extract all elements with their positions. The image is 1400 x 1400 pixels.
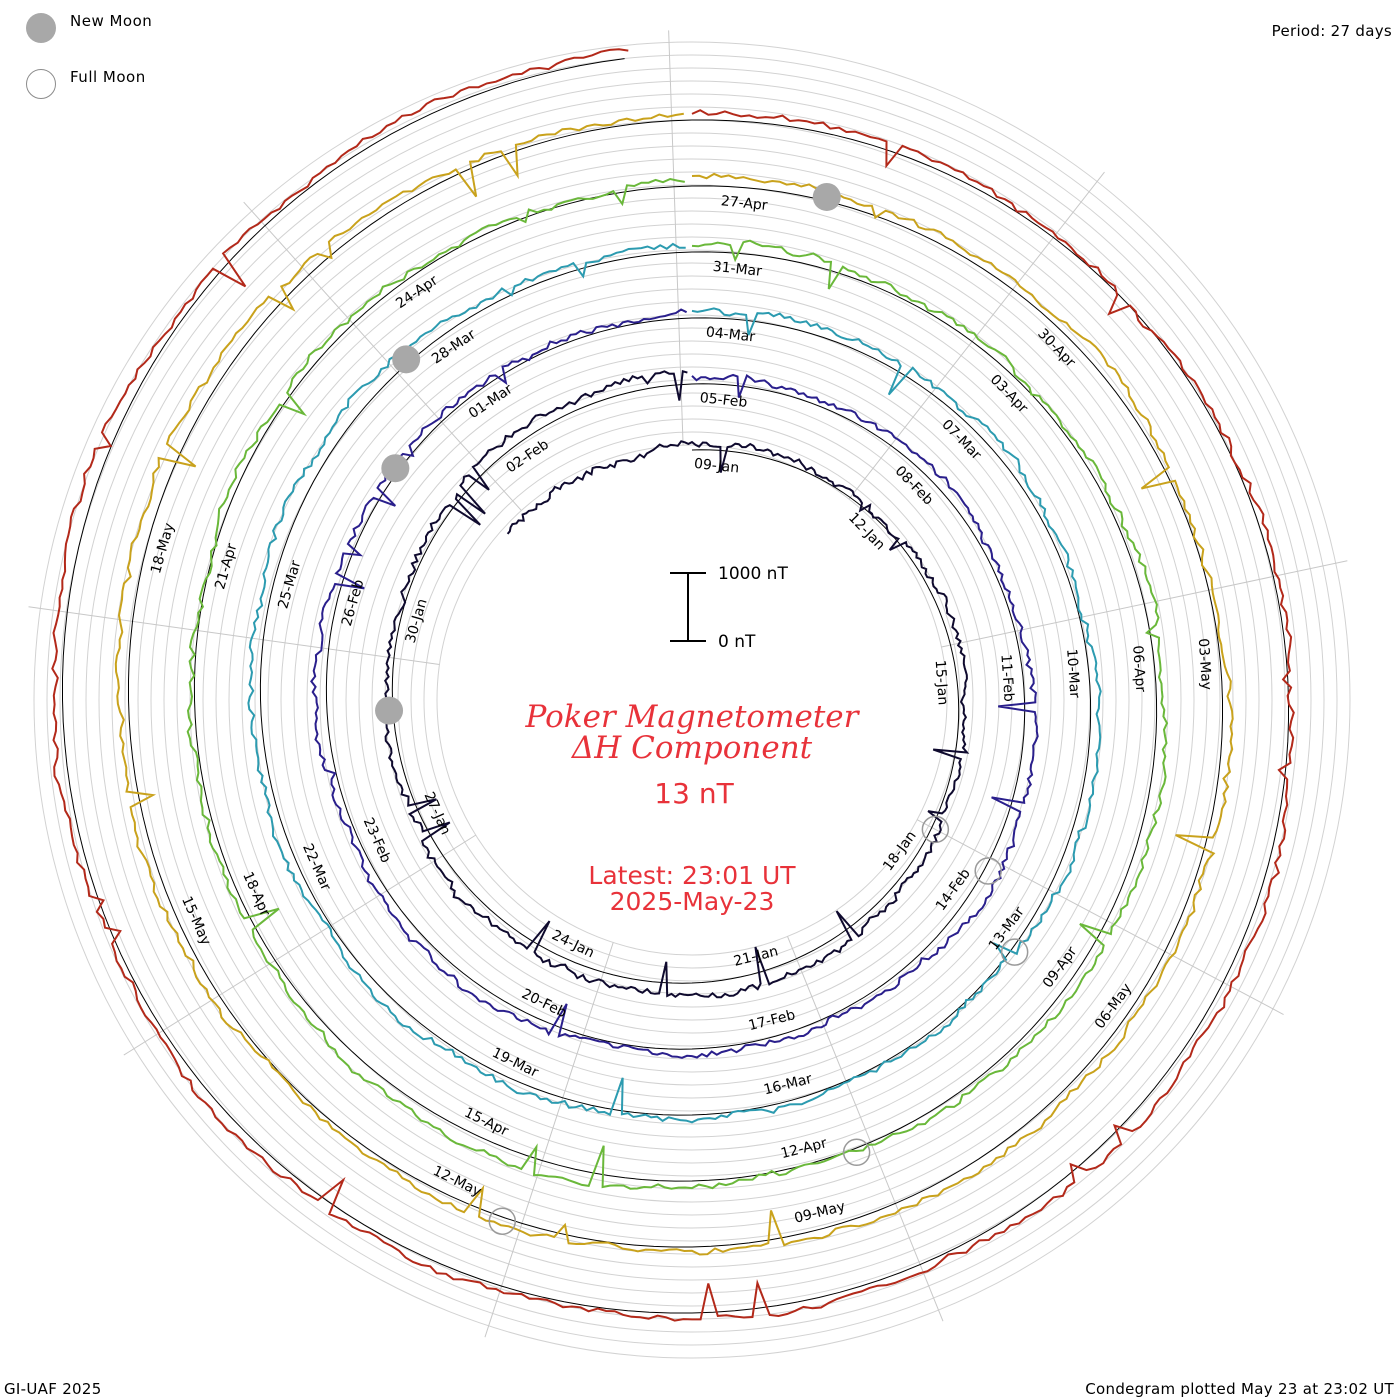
full-moon-marker [974,857,1002,885]
data-traces [51,48,1295,1322]
grid-ring [254,262,1130,1138]
legend-full-moon-label: Full Moon [70,68,146,86]
polar-grid [28,30,1351,1359]
date-tick-label: 12-May [430,1163,484,1200]
footer-credit: GI-UAF 2025 [4,1380,102,1398]
date-tick-label: 21-Apr [212,542,240,592]
grid-ring [371,379,1013,1021]
grid-ring [163,171,1221,1229]
new-moon-marker [812,182,841,211]
date-tick-label: 10-Mar [1063,648,1082,699]
grid-ring [137,145,1247,1255]
grid-ring [59,67,1325,1333]
grid-ring [33,41,1351,1359]
date-tick-label: 11-Feb [997,654,1016,703]
full-moon-marker [921,815,950,844]
chart-title-line-2: ΔH Component [571,730,813,766]
series-trace-6 [51,48,1295,1322]
baseline-spiral [62,58,1289,1314]
grid-ring [306,314,1078,1086]
date-tick-label: 25-Mar [275,559,304,611]
date-tick-label: 12-Jan [845,510,888,554]
scale-bar: 1000 nT 0 nT [670,564,788,652]
moon-markers [375,182,1029,1235]
date-tick-label: 18-May [148,521,178,575]
legend-new-moon-label: New Moon [70,12,153,30]
grid-ring [228,236,1156,1164]
full-moon-marker [842,1138,871,1167]
full-moon-icon [26,69,56,99]
period-label: Period: 27 days [1271,22,1392,40]
grid-spoke [484,942,614,1338]
grid-ring [124,132,1260,1268]
grid-ring [332,340,1052,1060]
grid-ring [241,249,1143,1151]
date-tick-label: 24-Apr [393,272,441,312]
latest-date: 2025-May-23 [610,887,775,916]
legend-new-moon: New Moon [26,12,153,43]
grid-ring [319,327,1065,1073]
date-tick-label: 05-Feb [699,390,748,411]
series-trace-4 [186,177,1169,1190]
date-tick-label: 24-Jan [549,927,597,961]
current-value: 13 nT [654,777,734,810]
date-tick-label: 27-Apr [720,193,768,214]
date-tick-label: 02-Feb [503,436,552,476]
date-tick-label: 31-Mar [712,259,763,280]
grid-ring [423,431,961,969]
grid-spoke [28,606,440,666]
date-tick-label: 15-Jan [932,659,951,705]
scale-bar-top-label: 1000 nT [718,564,788,584]
new-moon-icon [26,13,56,43]
date-tick-label: 06-May [1092,981,1135,1032]
date-tick-label: 07-Mar [938,417,984,464]
grid-ring [436,444,948,956]
grid-ring [410,418,974,982]
grid-spoke [668,30,684,446]
series-trace-5 [114,112,1234,1256]
grid-ring [85,93,1299,1307]
grid-ring [189,197,1195,1203]
series-trace-1 [383,370,970,999]
latest-time: Latest: 23:01 UT [588,861,796,890]
date-tick-label: 28-Mar [429,326,479,367]
grid-spoke [916,819,1284,1015]
grid-spoke [787,936,944,1322]
full-moon-marker [1000,938,1029,966]
legend-full-moon: Full Moon [26,68,146,99]
series-trace-3 [247,242,1102,1124]
series-trace-2 [310,308,1039,1059]
grid-ring [345,353,1039,1047]
new-moon-marker [392,345,421,374]
grid-ring [215,223,1169,1177]
new-moon-marker [375,696,404,725]
date-tick-label: 23-Feb [360,815,394,865]
date-tick-label: 18-Apr [239,869,273,918]
footer-plot-time: Condegram plotted May 23 at 23:02 UT [1085,1380,1394,1398]
grid-spoke [243,201,522,511]
date-tick-label: 20-Feb [519,986,569,1021]
date-tick-label: 03-May [1195,638,1215,691]
date-tick-label: 22-Mar [299,841,334,893]
date-tick-label: 09-Jan [693,456,740,477]
grid-ring [46,54,1338,1346]
date-tick-label: 21-Jan [732,943,780,969]
grid-ring [150,158,1234,1242]
date-tick-label: 04-Mar [705,324,756,345]
reference-circles [62,58,1289,1314]
grid-ring [280,288,1104,1112]
new-moon-marker [381,454,410,483]
chart-title-line-1: Poker Magnetometer [525,699,861,735]
scale-bar-bottom-label: 0 nT [718,632,756,652]
full-moon-marker [488,1207,517,1235]
grid-spoke [123,834,477,1056]
grid-ring [98,106,1286,1294]
date-tick-label: 30-Jan [403,597,431,645]
date-tick-label: 06-Apr [1129,645,1148,693]
grid-ring [267,275,1117,1125]
grid-ring [176,184,1208,1216]
date-tick-label: 17-Feb [747,1007,797,1034]
date-tick-label: 15-Apr [462,1105,511,1140]
